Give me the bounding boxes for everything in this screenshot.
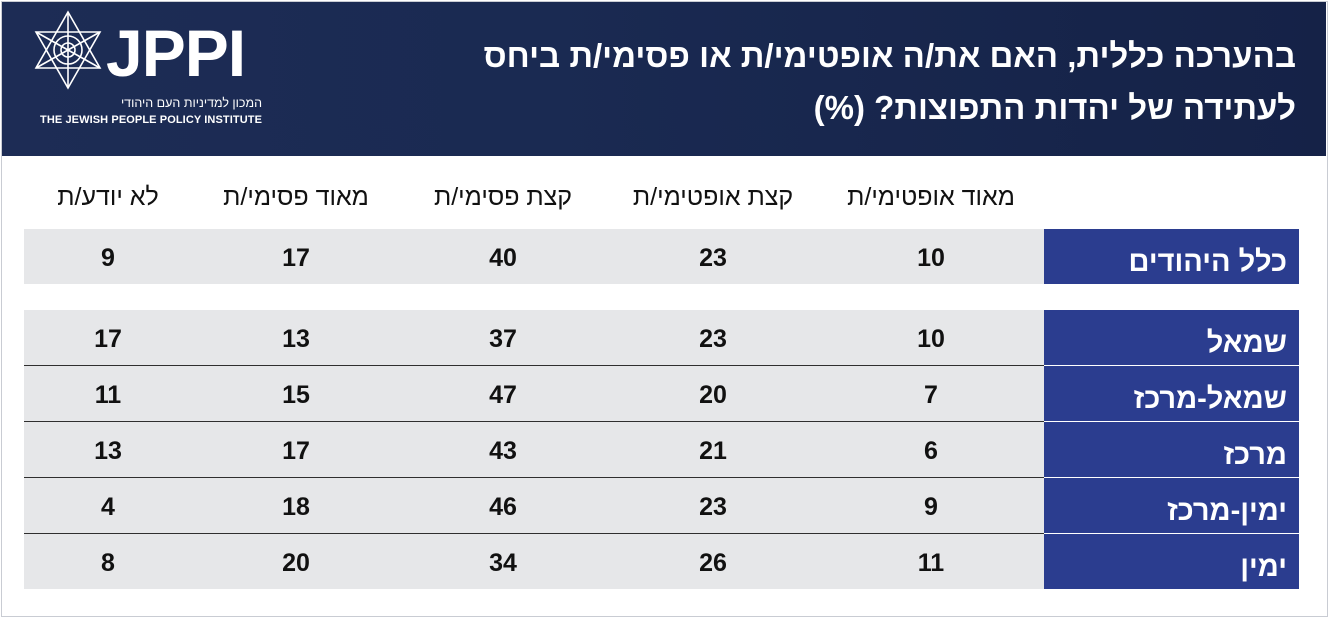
jppi-logo: JPPI המכון למדיניות העם היהודי THE JEWIS…: [32, 10, 262, 135]
table-cell: 8: [101, 549, 115, 577]
row-divider: [24, 421, 1044, 422]
table-cell: 40: [489, 244, 517, 272]
table-row: 10 23 37 13 17: [24, 310, 1044, 365]
logo-english-name: THE JEWISH PEOPLE POLICY INSTITUTE: [40, 114, 263, 126]
table-cell: 6: [924, 437, 938, 465]
table-cell: 20: [282, 549, 310, 577]
table-cell: 17: [94, 325, 122, 353]
table-cell: 20: [699, 381, 727, 409]
table-cell: 23: [699, 244, 727, 272]
table-cell: 9: [924, 493, 938, 521]
table-cell: 23: [699, 493, 727, 521]
row-label: שמאל: [1044, 310, 1299, 365]
column-header: קצת אופטימי/ת: [632, 183, 794, 211]
column-header: מאוד פסימי/ת: [223, 183, 369, 211]
header-banner: JPPI המכון למדיניות העם היהודי THE JEWIS…: [2, 2, 1326, 156]
logo-hebrew-name: המכון למדיניות העם היהודי: [120, 96, 262, 110]
table-row: 6 21 43 17 13: [24, 422, 1044, 477]
column-header: לא יודע/ת: [57, 183, 159, 211]
table-cell: 43: [489, 437, 517, 465]
table-cell: 4: [101, 493, 115, 521]
row-label: ימין: [1044, 534, 1299, 589]
table-cell: 10: [917, 244, 945, 272]
table-cell: 13: [282, 325, 310, 353]
logo-wordmark: JPPI: [106, 16, 246, 90]
table-cell: 15: [282, 381, 310, 409]
table-cell: 34: [489, 549, 517, 577]
table-cell: 17: [282, 437, 310, 465]
row-label: כלל היהודים: [1044, 229, 1299, 284]
table-cell: 9: [101, 244, 115, 272]
title-line-2: לעתידה של יהדות התפוצות? (%): [813, 89, 1296, 126]
column-header: קצת פסימי/ת: [433, 183, 573, 211]
row-divider: [24, 477, 1044, 478]
table-cell: 7: [924, 381, 938, 409]
column-header: מאוד אופטימי/ת: [847, 183, 1015, 211]
table-cell: 11: [94, 381, 122, 409]
row-label: מרכז: [1044, 422, 1299, 477]
table-row: 11 26 34 20 8: [24, 534, 1044, 589]
table-cell: 21: [699, 437, 727, 465]
row-label: ימין-מרכז: [1044, 478, 1299, 533]
table-row: 7 20 47 15 11: [24, 366, 1044, 421]
table-cell: 46: [489, 493, 517, 521]
row-divider: [24, 533, 1044, 534]
table-cell: 26: [699, 549, 727, 577]
row-divider: [24, 365, 1044, 366]
table-cell: 11: [917, 549, 945, 577]
table-cell: 17: [282, 244, 310, 272]
star-of-david-icon: [34, 10, 102, 90]
table-cell: 37: [489, 325, 517, 353]
row-label: שמאל-מרכז: [1044, 366, 1299, 421]
table-cell: 47: [489, 381, 517, 409]
table-cell: 10: [917, 325, 945, 353]
title-line-1: בהערכה כללית, האם את/ה אופטימי/ת או פסימ…: [483, 37, 1296, 74]
chart-title: בהערכה כללית, האם את/ה אופטימי/ת או פסימ…: [336, 30, 1296, 134]
table-row: 10 23 40 17 9: [24, 229, 1044, 284]
table-row: 9 23 46 18 4: [24, 478, 1044, 533]
table-cell: 18: [282, 493, 310, 521]
table-cell: 13: [94, 437, 122, 465]
table-cell: 23: [699, 325, 727, 353]
